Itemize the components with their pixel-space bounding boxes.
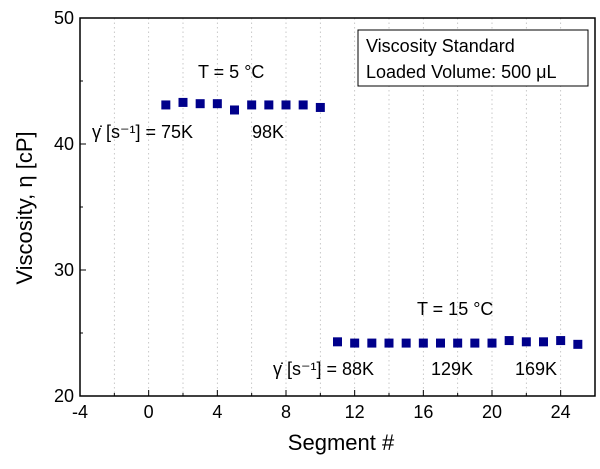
x-tick-label: 16 (413, 402, 433, 422)
y-tick-label: 20 (54, 386, 74, 406)
legend-box: Viscosity Standard Loaded Volume: 500 μL (357, 29, 589, 87)
data-point-series-1 (212, 99, 222, 109)
data-point-series-1 (298, 100, 308, 110)
x-axis-label: Segment # (288, 430, 395, 455)
data-point-series-2 (418, 338, 428, 348)
data-points (161, 97, 583, 349)
data-point-series-2 (384, 338, 394, 348)
data-point-series-2 (453, 338, 463, 348)
data-point-series-2 (539, 337, 548, 347)
annotation-shear-169k: 169K (515, 359, 557, 379)
y-axis-label: Viscosity, η [cP] (12, 131, 37, 284)
annotation-shear-75k: γ̇ [s⁻¹] = 75K (92, 122, 193, 142)
legend-line-2: Loaded Volume: 500 μL (366, 62, 557, 82)
data-point-series-1 (178, 97, 188, 107)
legend-line-1: Viscosity Standard (366, 36, 515, 56)
x-tick-label: -4 (72, 402, 88, 422)
data-point-series-1 (264, 100, 274, 110)
data-point-series-2 (521, 337, 531, 347)
annotation-shear-98k: 98K (252, 122, 284, 142)
data-point-series-2 (436, 338, 445, 348)
annotation-shear-129k: 129K (431, 359, 473, 379)
data-point-series-2 (470, 338, 480, 348)
annotation-temp-5: T = 5 °C (198, 62, 264, 82)
data-point-series-2 (556, 336, 566, 346)
data-point-series-2 (573, 339, 583, 349)
data-point-series-1 (230, 105, 239, 115)
legend-frame (357, 29, 589, 87)
annotation-temp-15: T = 15 °C (417, 299, 493, 319)
data-point-series-2 (487, 338, 497, 348)
annotation-shear-88k: γ̇ [s⁻¹] = 88K (273, 359, 374, 379)
y-tick-label: 40 (54, 134, 74, 154)
x-tick-label: 0 (144, 402, 154, 422)
x-tick-label: 12 (345, 402, 365, 422)
data-point-series-2 (350, 338, 360, 348)
data-point-series-2 (333, 337, 342, 347)
data-point-series-1 (161, 100, 171, 110)
axis-ticks (79, 17, 596, 397)
annotations: T = 5 °C γ̇ [s⁻¹] = 75K 98K T = 15 °C γ̇… (92, 62, 557, 379)
data-point-series-2 (504, 336, 514, 346)
y-tick-label: 30 (54, 260, 74, 280)
data-point-series-1 (247, 100, 257, 110)
data-point-series-1 (315, 102, 325, 112)
x-tick-label: 4 (212, 402, 222, 422)
x-tick-label: 20 (482, 402, 502, 422)
data-point-series-1 (281, 100, 291, 110)
x-tick-label: 24 (551, 402, 571, 422)
y-tick-label: 50 (54, 8, 74, 28)
data-point-series-2 (401, 338, 411, 348)
tick-labels: -4 0 4 8 12 16 20 24 20 30 40 50 (54, 8, 571, 422)
x-tick-label: 8 (281, 402, 291, 422)
data-point-series-2 (367, 338, 377, 348)
data-point-series-1 (195, 99, 205, 109)
